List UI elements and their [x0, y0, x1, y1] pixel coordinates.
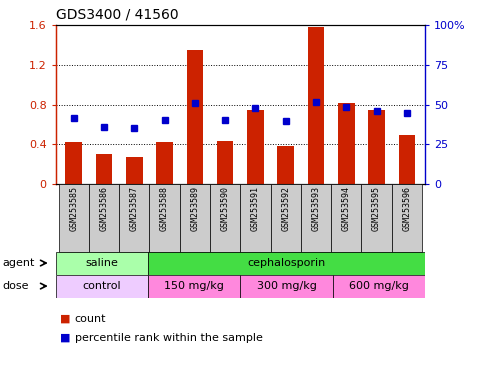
- Bar: [149, 184, 180, 252]
- Text: control: control: [83, 281, 121, 291]
- Bar: [156, 142, 173, 184]
- Text: GSM253586: GSM253586: [99, 186, 109, 231]
- Text: GSM253590: GSM253590: [221, 186, 229, 231]
- Bar: [368, 109, 385, 184]
- Bar: [333, 275, 425, 298]
- Text: GSM253593: GSM253593: [312, 186, 321, 231]
- Bar: [301, 184, 331, 252]
- Text: GSM253592: GSM253592: [281, 186, 290, 231]
- Text: ■: ■: [60, 333, 71, 343]
- Bar: [398, 134, 415, 184]
- Bar: [96, 154, 113, 184]
- Bar: [308, 27, 325, 184]
- Text: GSM253587: GSM253587: [130, 186, 139, 231]
- Text: GSM253589: GSM253589: [190, 186, 199, 231]
- Bar: [65, 142, 82, 184]
- Bar: [89, 184, 119, 252]
- Bar: [241, 275, 333, 298]
- Bar: [241, 184, 270, 252]
- Text: GSM253594: GSM253594: [342, 186, 351, 231]
- Text: dose: dose: [2, 281, 29, 291]
- Text: saline: saline: [85, 258, 118, 268]
- Text: GSM253588: GSM253588: [160, 186, 169, 231]
- Bar: [217, 141, 233, 184]
- Bar: [186, 50, 203, 184]
- Bar: [148, 252, 425, 275]
- Text: count: count: [75, 314, 106, 324]
- Text: percentile rank within the sample: percentile rank within the sample: [75, 333, 263, 343]
- Text: ■: ■: [60, 314, 71, 324]
- Text: 600 mg/kg: 600 mg/kg: [349, 281, 409, 291]
- Bar: [210, 184, 241, 252]
- Bar: [392, 184, 422, 252]
- Bar: [338, 103, 355, 184]
- Bar: [119, 184, 149, 252]
- Bar: [270, 184, 301, 252]
- Bar: [58, 184, 89, 252]
- Bar: [180, 184, 210, 252]
- Bar: [331, 184, 361, 252]
- Bar: [277, 146, 294, 184]
- Bar: [56, 252, 148, 275]
- Text: GSM253591: GSM253591: [251, 186, 260, 231]
- Text: GSM253585: GSM253585: [69, 186, 78, 231]
- Bar: [126, 157, 142, 184]
- Text: GSM253595: GSM253595: [372, 186, 381, 231]
- Text: cephalosporin: cephalosporin: [247, 258, 326, 268]
- Text: agent: agent: [2, 258, 35, 268]
- Text: 150 mg/kg: 150 mg/kg: [164, 281, 224, 291]
- Bar: [247, 109, 264, 184]
- Text: GSM253596: GSM253596: [402, 186, 412, 231]
- Text: 300 mg/kg: 300 mg/kg: [256, 281, 316, 291]
- Bar: [148, 275, 241, 298]
- Bar: [361, 184, 392, 252]
- Bar: [56, 275, 148, 298]
- Text: GDS3400 / 41560: GDS3400 / 41560: [56, 7, 178, 21]
